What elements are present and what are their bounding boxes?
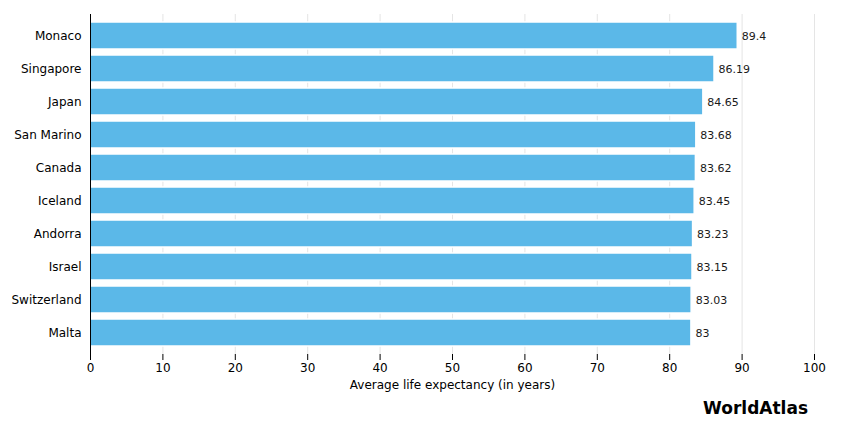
svg-text:83.15: 83.15 (697, 261, 729, 274)
svg-text:10: 10 (155, 361, 170, 375)
svg-text:83.68: 83.68 (700, 129, 732, 142)
svg-text:Israel: Israel (49, 260, 82, 274)
svg-text:86.19: 86.19 (719, 63, 751, 76)
svg-text:70: 70 (590, 361, 605, 375)
svg-text:90: 90 (734, 361, 749, 375)
svg-text:84.65: 84.65 (707, 96, 739, 109)
svg-text:Average life expectancy (in ye: Average life expectancy (in years) (350, 378, 555, 392)
svg-text:83.03: 83.03 (696, 294, 728, 307)
svg-text:80: 80 (662, 361, 677, 375)
html-text:WorldAtlas: WorldAtlas (703, 398, 808, 418)
svg-text:Singapore: Singapore (21, 62, 82, 76)
svg-text:Andorra: Andorra (34, 227, 82, 241)
svg-text:Monaco: Monaco (35, 29, 82, 43)
svg-text:60: 60 (517, 361, 532, 375)
svg-text:Switzerland: Switzerland (12, 293, 82, 307)
svg-text:Malta: Malta (48, 326, 81, 340)
svg-text:100: 100 (803, 361, 826, 375)
svg-text:Canada: Canada (36, 161, 82, 175)
svg-text:83.23: 83.23 (697, 228, 729, 241)
svg-text:40: 40 (372, 361, 387, 375)
svg-text:0: 0 (87, 361, 95, 375)
svg-text:30: 30 (300, 361, 315, 375)
svg-text:89.4: 89.4 (742, 30, 767, 43)
svg-text:San Marino: San Marino (14, 128, 81, 142)
svg-text:83: 83 (695, 327, 709, 340)
svg-text:83.62: 83.62 (700, 162, 732, 175)
svg-text:20: 20 (228, 361, 243, 375)
svg-text:Iceland: Iceland (38, 194, 81, 208)
svg-text:50: 50 (445, 361, 460, 375)
svg-text:83.45: 83.45 (699, 195, 731, 208)
svg-text:Japan: Japan (47, 95, 81, 109)
